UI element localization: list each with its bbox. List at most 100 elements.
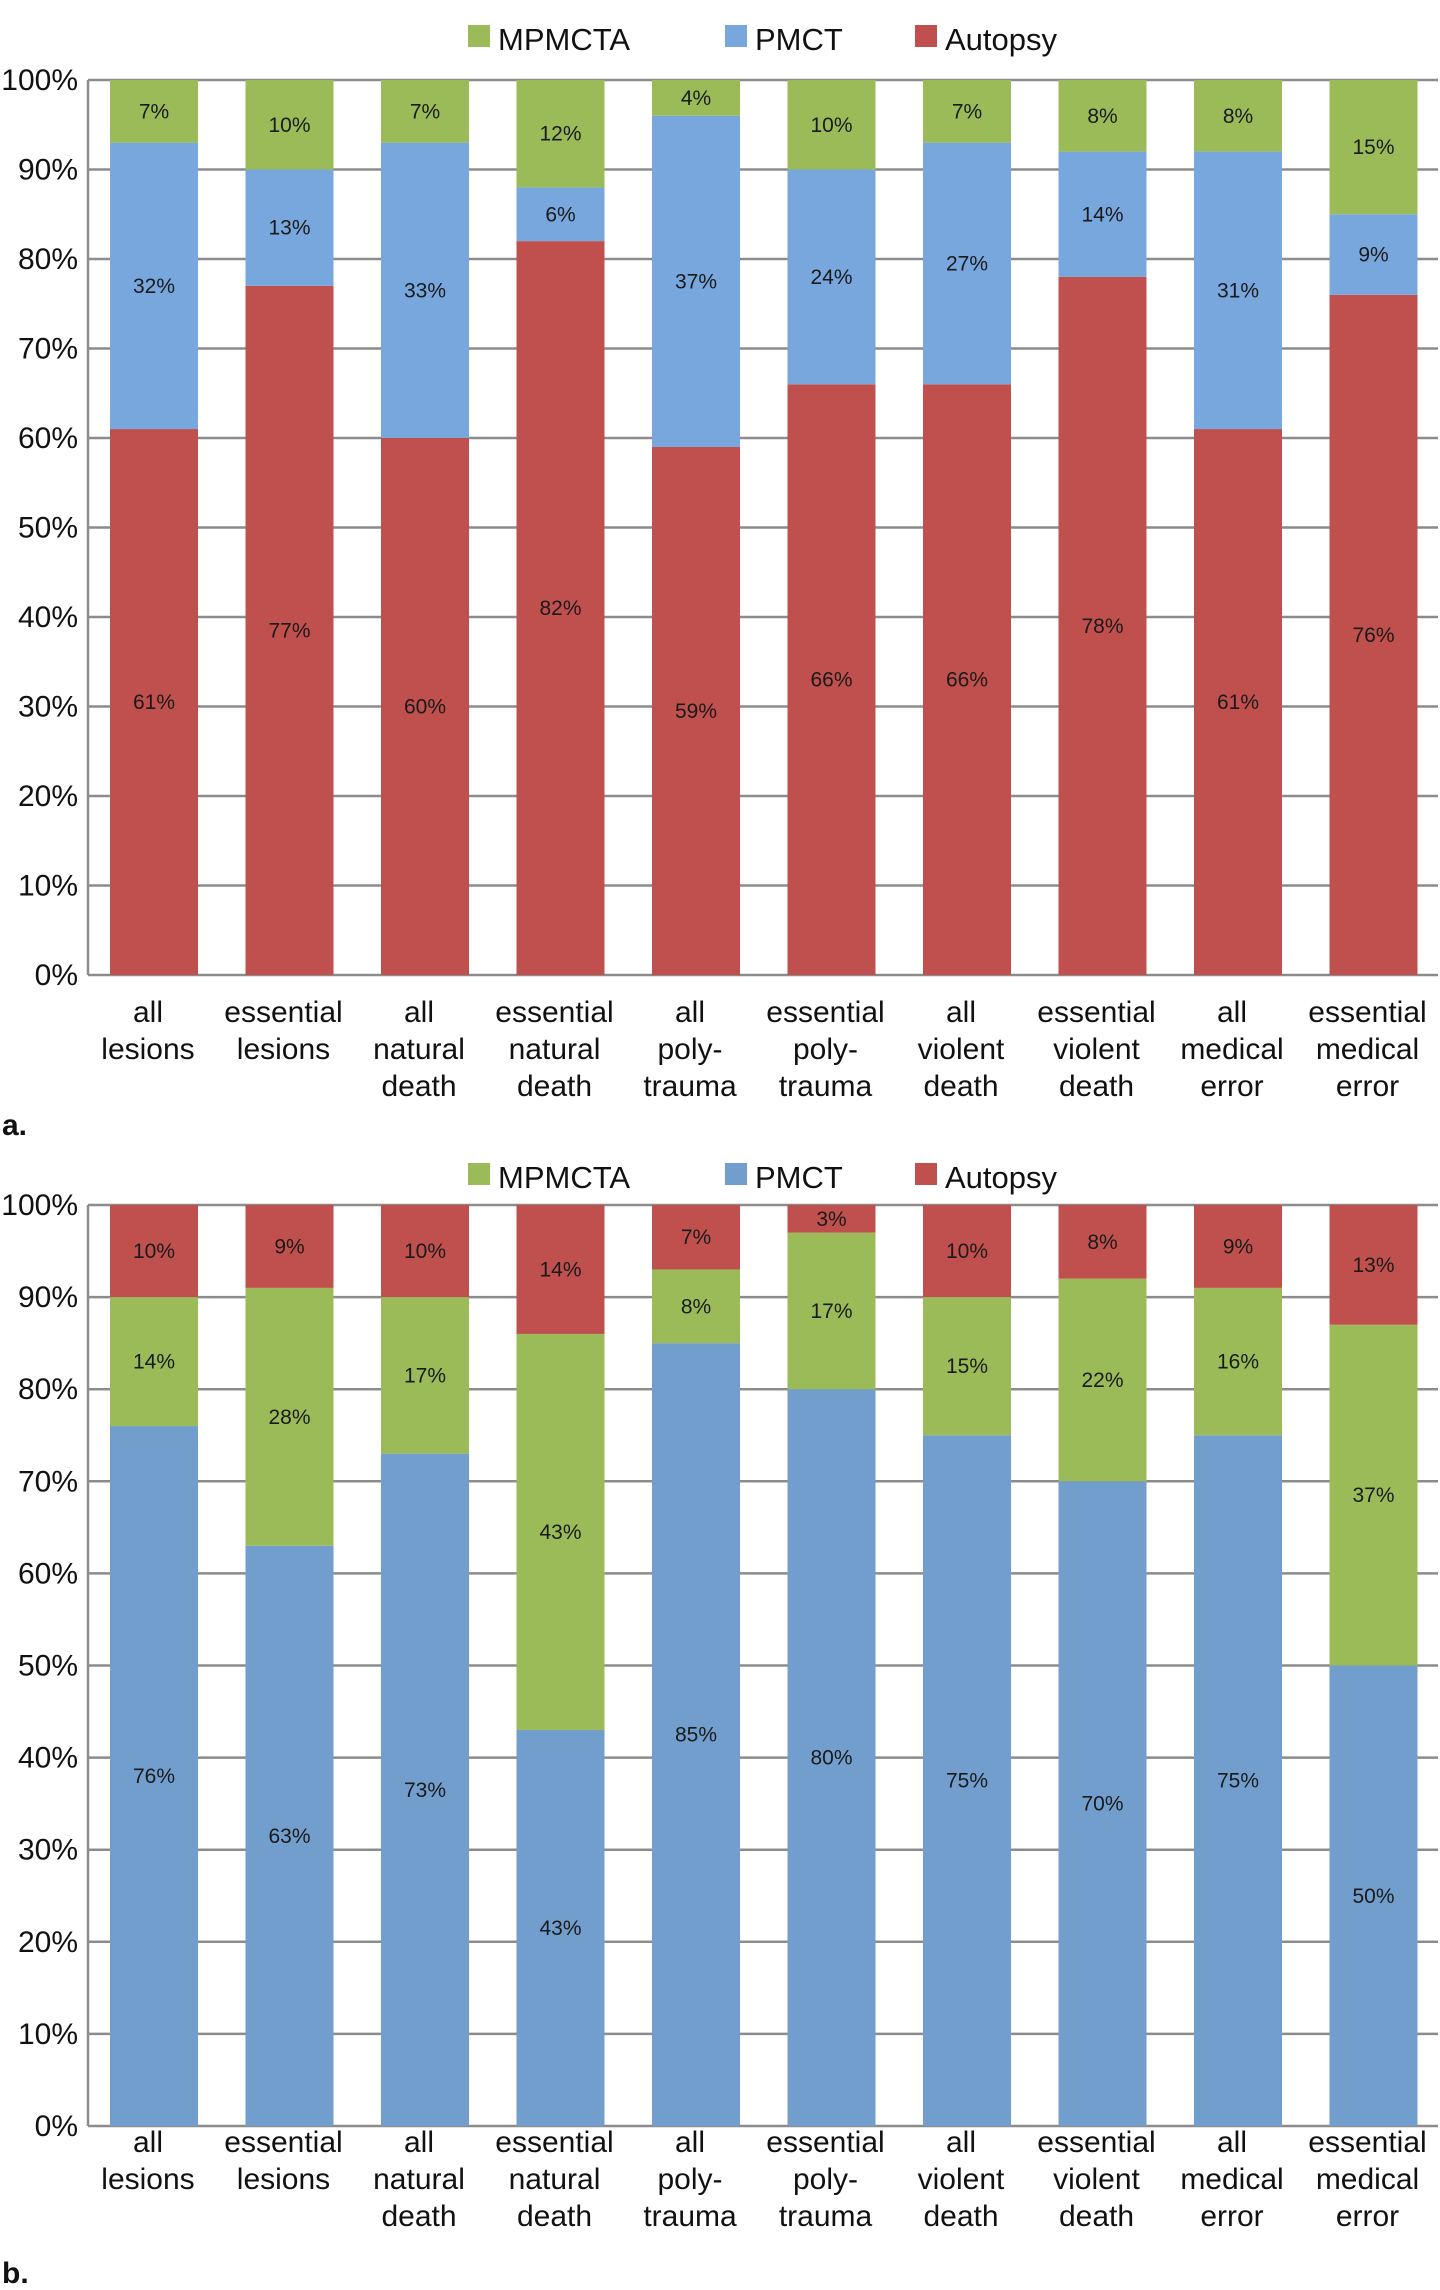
- bar-segment-autopsy: [787, 1205, 876, 1233]
- y-tick-label: 50%: [18, 1650, 78, 1683]
- data-label: 61%: [1217, 691, 1259, 714]
- data-label: 82%: [539, 597, 581, 620]
- x-category-label: poly-: [657, 1033, 722, 1066]
- bar-segment-pmct: [1058, 151, 1147, 277]
- data-label: 78%: [1081, 615, 1123, 638]
- data-label: 73%: [404, 1779, 446, 1802]
- bar-segment-pmct: [245, 169, 334, 286]
- data-label: 14%: [133, 1351, 175, 1374]
- chart-panel-b: 0% 10% 20% 30% 40% 50% 60% 70% 80% 90% 100% 76% 14% 1…: [1, 1160, 1438, 2290]
- y-tick-label: 40%: [18, 1742, 78, 1775]
- data-label: 14%: [1081, 203, 1123, 226]
- data-label: 76%: [133, 1765, 175, 1788]
- data-label: 75%: [1217, 1770, 1259, 1793]
- data-label: 13%: [268, 217, 310, 240]
- data-label: 10%: [810, 114, 852, 137]
- data-label: 15%: [1352, 136, 1394, 159]
- data-label: 8%: [1087, 105, 1117, 128]
- bar-segment-mpmcta: [110, 1297, 198, 1427]
- y-tick-label: 30%: [18, 1834, 78, 1867]
- x-category-label: lesions: [101, 2163, 194, 2196]
- y-tick-label: 70%: [18, 333, 78, 366]
- data-label: 33%: [404, 279, 446, 302]
- bar-segment-pmct: [1058, 1481, 1147, 2126]
- y-tick-label: 0%: [35, 2110, 78, 2143]
- bar-segment-autopsy: [245, 1205, 334, 1288]
- x-category-label: essential: [224, 996, 342, 1029]
- x-category-label: death: [1059, 1070, 1134, 1103]
- bar-segment-mpmcta: [787, 1232, 876, 1390]
- x-category-label: error: [1200, 2200, 1263, 2233]
- data-label: 9%: [1358, 244, 1388, 267]
- x-category-label: death: [923, 1070, 998, 1103]
- bar-segment-pmct: [245, 1545, 334, 2126]
- y-tick-label: 90%: [18, 1281, 78, 1314]
- x-category-label: violent: [1053, 1033, 1140, 1066]
- bar-segment-autopsy: [923, 1205, 1011, 1298]
- data-label: 70%: [1081, 1793, 1123, 1816]
- y-tick-label: 50%: [18, 512, 78, 545]
- bar-segment-pmct: [1194, 151, 1282, 430]
- legend-label: PMCT: [755, 1160, 843, 1195]
- bar-segment-autopsy: [1058, 1205, 1147, 1279]
- panel-label: a.: [2, 1109, 27, 1142]
- data-label: 50%: [1352, 1885, 1394, 1908]
- data-label: 8%: [681, 1295, 711, 1318]
- bar-segment-mpmcta: [381, 1297, 469, 1454]
- bar-segment-autopsy: [516, 241, 605, 976]
- data-label: 32%: [133, 275, 175, 298]
- x-category-label: violent: [918, 2163, 1005, 2196]
- x-category-label: lesions: [237, 1033, 330, 1066]
- data-label: 17%: [404, 1364, 446, 1387]
- data-label: 8%: [1223, 105, 1253, 128]
- data-label: 60%: [404, 696, 446, 719]
- data-label: 63%: [268, 1825, 310, 1848]
- data-label: 80%: [810, 1747, 852, 1770]
- bar-segment-mpmcta: [1194, 1287, 1282, 1436]
- legend-swatch-mpmcta: [468, 25, 490, 47]
- bar-segment-autopsy: [1194, 429, 1282, 975]
- x-category-label: all: [404, 2126, 434, 2159]
- x-category-label: medical: [1180, 2163, 1283, 2196]
- bar-segment-mpmcta: [110, 80, 198, 143]
- data-label: 37%: [1352, 1484, 1394, 1507]
- x-category-label: error: [1336, 2200, 1399, 2233]
- x-category-label: all: [404, 996, 434, 1029]
- legend-swatch-pmct: [725, 1163, 747, 1185]
- x-category-label: death: [517, 1070, 592, 1103]
- data-label: 10%: [946, 1240, 988, 1263]
- x-category-label: essential: [766, 2126, 884, 2159]
- x-category-label: trauma: [643, 1070, 737, 1103]
- bar-segment-pmct: [1329, 214, 1418, 295]
- bar-segment-pmct: [652, 1343, 740, 2126]
- bar-segment-pmct: [1194, 1435, 1282, 2126]
- bar-segment-pmct: [652, 115, 740, 447]
- panel-label: b.: [2, 2257, 29, 2290]
- data-label: 10%: [133, 1240, 175, 1263]
- bar-segment-mpmcta: [381, 80, 469, 143]
- bar-segment-pmct: [1329, 1665, 1418, 2126]
- legend-label: MPMCTA: [498, 1160, 630, 1195]
- bar-segment-autopsy: [381, 438, 469, 975]
- y-tick-label: 10%: [18, 2018, 78, 2051]
- x-category-label: poly-: [793, 2163, 858, 2196]
- data-label: 7%: [410, 100, 440, 123]
- bar-segment-autopsy: [1329, 1205, 1418, 1325]
- data-label: 66%: [946, 669, 988, 692]
- bar-segment-autopsy: [787, 384, 876, 975]
- data-label: 75%: [946, 1770, 988, 1793]
- chart-panel-a: 0% 10% 20% 30% 40% 50% 60% 70% 80% 90% 100% 61% 32% 7…: [1, 22, 1438, 1142]
- bar-segment-pmct: [381, 142, 469, 438]
- bar-segment-mpmcta: [652, 80, 740, 116]
- y-tick-label: 60%: [18, 422, 78, 455]
- data-label: 85%: [675, 1724, 717, 1747]
- data-label: 10%: [268, 114, 310, 137]
- data-label: 7%: [952, 100, 982, 123]
- data-label: 16%: [1217, 1351, 1259, 1374]
- x-category-label: poly-: [793, 1033, 858, 1066]
- bar-segment-autopsy: [516, 1205, 605, 1334]
- bar-segment-mpmcta: [1329, 1324, 1418, 1666]
- x-category-label: error: [1336, 1070, 1399, 1103]
- data-label: 61%: [133, 691, 175, 714]
